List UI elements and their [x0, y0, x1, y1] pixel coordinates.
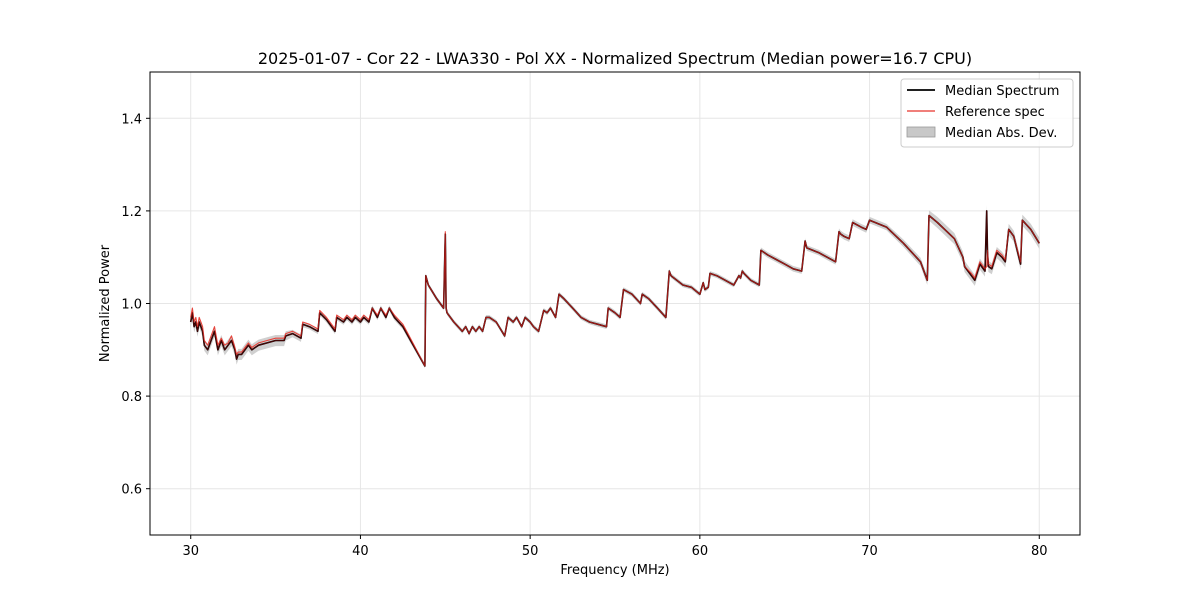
- x-tick-label: 40: [352, 544, 369, 559]
- y-tick-label: 1.4: [121, 112, 142, 127]
- chart-title: 2025-01-07 - Cor 22 - LWA330 - Pol XX - …: [258, 49, 972, 68]
- x-axis: 30 40 50 60 70 80: [182, 535, 1048, 559]
- y-tick-label: 0.6: [121, 483, 142, 498]
- legend-median-label: Median Spectrum: [945, 84, 1059, 99]
- y-axis: 0.6 0.8 1.0 1.2 1.4: [121, 112, 150, 498]
- x-tick-label: 80: [1031, 544, 1048, 559]
- legend-box: [900, 78, 1074, 148]
- legend-mad-swatch: [906, 126, 936, 138]
- x-tick-label: 70: [861, 544, 878, 559]
- x-tick-label: 50: [522, 544, 539, 559]
- series-lines: [189, 210, 1040, 367]
- y-tick-label: 0.8: [121, 390, 142, 405]
- y-tick-label: 1.2: [121, 205, 142, 220]
- x-tick-label: 30: [182, 544, 199, 559]
- x-axis-label: Frequency (MHz): [560, 563, 669, 578]
- y-axis-label: Normalized Power: [98, 244, 113, 362]
- overlap-line: [190, 210, 1040, 367]
- x-tick-label: 60: [692, 544, 709, 559]
- legend: Median Spectrum Reference spec Median Ab…: [900, 78, 1074, 148]
- y-tick-label: 1.0: [121, 298, 142, 313]
- legend-reference-label: Reference spec: [945, 105, 1045, 120]
- legend-mad-label: Median Abs. Dev.: [945, 126, 1057, 141]
